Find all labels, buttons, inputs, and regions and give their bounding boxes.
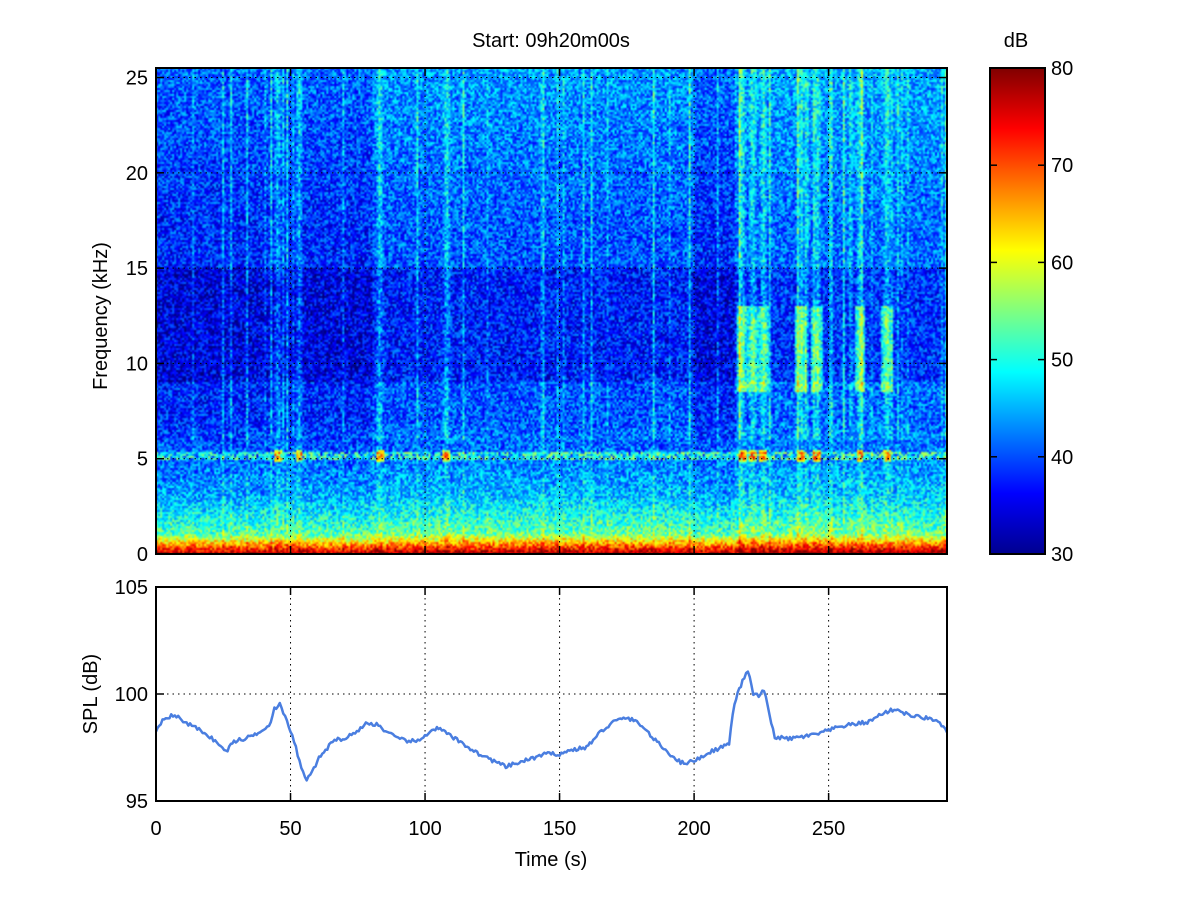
spectrogram-title: Start: 09h20m00s: [472, 30, 630, 52]
spectrogram-y-tick-label: 15: [126, 258, 148, 280]
colorbar-tick-label: 40: [1051, 447, 1073, 469]
spl-y-tick-label: 100: [115, 684, 148, 706]
colorbar-tick-label: 30: [1051, 544, 1073, 566]
spectrogram-y-label: Frequency (kHz): [90, 242, 112, 390]
spl-x-tick-label: 50: [279, 818, 301, 840]
spl-plot-area: [156, 670, 947, 782]
colorbar-label: dB: [1004, 30, 1028, 52]
spl-y-tick-label: 105: [115, 577, 148, 599]
colorbar-tick-label: 60: [1051, 252, 1073, 274]
spl-x-label: Time (s): [515, 849, 588, 871]
colorbar-ticks: 30 40 50 60 70 80: [990, 58, 1073, 566]
colorbar-tick-label: 80: [1051, 58, 1073, 80]
spectrogram-y-tick-label: 10: [126, 353, 148, 375]
spectrogram-y-axis: 0 5 10 15 20 25: [126, 68, 947, 566]
spectrogram-y-tick-label: 25: [126, 68, 148, 90]
spl-x-tick-label: 150: [543, 818, 576, 840]
spectrogram-frame: [155, 67, 948, 555]
spl-x-tick-label: 0: [150, 818, 161, 840]
spectrogram-y-tick-label: 20: [126, 163, 148, 185]
spectrogram-heatmap: [156, 68, 947, 554]
colorbar-tick-label: 70: [1051, 155, 1073, 177]
spl-y-label: SPL (dB): [80, 654, 102, 734]
colorbar-tick-label: 50: [1051, 350, 1073, 372]
spl-x-tick-label: 250: [812, 818, 845, 840]
spl-grid: [156, 587, 947, 801]
spl-x-axis: 0 50 100 150 200 250: [150, 587, 845, 840]
spl-y-tick-label: 95: [126, 791, 148, 813]
spl-x-tick-label: 200: [677, 818, 710, 840]
spl-x-tick-label: 100: [408, 818, 441, 840]
colorbar: [989, 67, 1046, 555]
spectrogram-image: [156, 68, 947, 554]
spectrogram-y-tick-label: 5: [137, 449, 148, 471]
spl-series-line: [156, 670, 947, 782]
spl-y-axis: 95 100 105: [115, 577, 947, 813]
spectrogram-grid: [156, 68, 947, 554]
spectrogram-y-tick-label: 0: [137, 544, 148, 566]
